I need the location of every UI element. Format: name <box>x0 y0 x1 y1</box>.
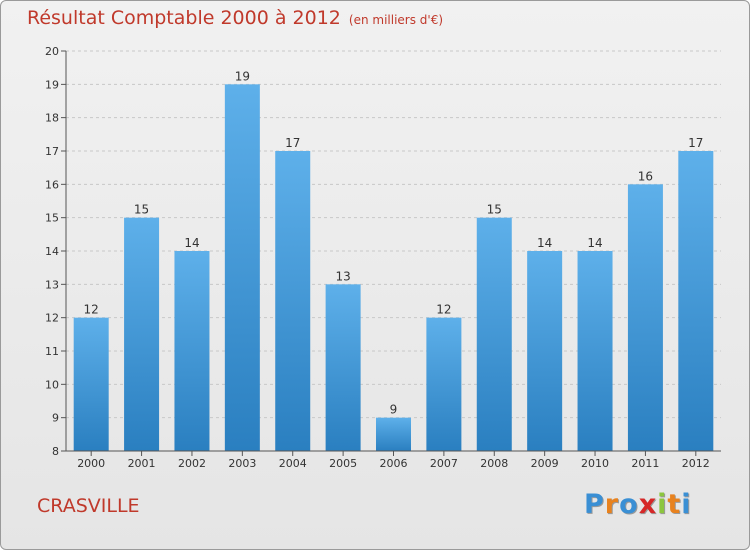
bar <box>224 84 260 451</box>
data-label: 14 <box>184 236 199 250</box>
y-tick-label: 10 <box>45 378 59 391</box>
data-label: 16 <box>638 169 653 183</box>
chart-title: Résultat Comptable 2000 à 2012 (en millie… <box>27 7 443 29</box>
data-label: 9 <box>390 403 398 417</box>
bar <box>426 317 462 451</box>
y-tick-label: 14 <box>45 245 59 258</box>
gridlines <box>66 50 721 452</box>
data-label: 19 <box>235 69 250 83</box>
logo-letter: o <box>619 489 639 520</box>
x-tick-label: 2000 <box>77 457 105 470</box>
logo-letter: x <box>638 489 658 520</box>
logo-letter: r <box>604 489 620 520</box>
y-axis: 8 9 10 11 12 13 14 15 16 17 18 19 20 <box>45 45 67 458</box>
bar <box>577 251 613 451</box>
data-label: 15 <box>487 203 502 217</box>
bar <box>376 417 411 451</box>
x-tick-label: 2008 <box>480 457 508 470</box>
bar <box>325 284 361 451</box>
x-tick-label: 2010 <box>581 457 609 470</box>
bar <box>174 251 210 451</box>
logo-letter: i <box>681 489 692 520</box>
bar <box>124 217 160 451</box>
data-label: 17 <box>285 136 300 150</box>
y-tick-label: 16 <box>45 178 59 191</box>
data-label: 17 <box>688 136 703 150</box>
x-tick-label: 2002 <box>178 457 206 470</box>
y-tick-label: 20 <box>45 45 59 58</box>
y-tick-label: 18 <box>45 112 59 125</box>
title-text: Résultat Comptable 2000 à 2012 <box>27 7 341 29</box>
bars: 12 15 14 19 17 13 9 12 15 14 14 16 17 <box>73 69 714 452</box>
x-tick-label: 2006 <box>380 457 408 470</box>
data-label: 12 <box>436 303 451 317</box>
logo-letter: P <box>584 489 605 520</box>
data-label: 12 <box>84 303 99 317</box>
y-tick-label: 17 <box>45 145 59 158</box>
x-tick-label: 2009 <box>531 457 559 470</box>
logo-letter: i <box>657 489 668 520</box>
x-tick-label: 2007 <box>430 457 458 470</box>
x-axis: 2000 2001 2002 2003 2004 2005 2006 2007 2008 2009… <box>66 450 721 470</box>
data-label: 14 <box>587 236 602 250</box>
subtitle-text: (en milliers d'€) <box>348 13 444 27</box>
y-tick-label: 12 <box>45 312 59 325</box>
bar <box>275 151 311 451</box>
data-label: 13 <box>335 269 350 283</box>
logo-letter: t <box>667 489 682 520</box>
x-tick-label: 2004 <box>279 457 307 470</box>
y-tick-label: 9 <box>52 412 59 425</box>
proxiti-logo: Proxiti <box>584 489 692 520</box>
bar <box>476 217 512 451</box>
x-tick-label: 2011 <box>631 457 659 470</box>
x-tick-label: 2001 <box>128 457 156 470</box>
y-tick-label: 11 <box>45 345 59 358</box>
y-tick-label: 15 <box>45 212 59 225</box>
x-tick-label: 2003 <box>228 457 256 470</box>
y-tick-label: 19 <box>45 78 59 91</box>
bar <box>73 317 109 451</box>
data-label: 15 <box>134 203 149 217</box>
data-label: 14 <box>537 236 552 250</box>
x-tick-label: 2012 <box>682 457 710 470</box>
commune-name: CRASVILLE <box>37 495 140 517</box>
bar <box>678 151 714 451</box>
x-tick-label: 2005 <box>329 457 357 470</box>
y-tick-label: 13 <box>45 278 59 291</box>
bar <box>527 251 563 451</box>
y-tick-label: 8 <box>52 445 59 458</box>
bar <box>627 184 663 452</box>
